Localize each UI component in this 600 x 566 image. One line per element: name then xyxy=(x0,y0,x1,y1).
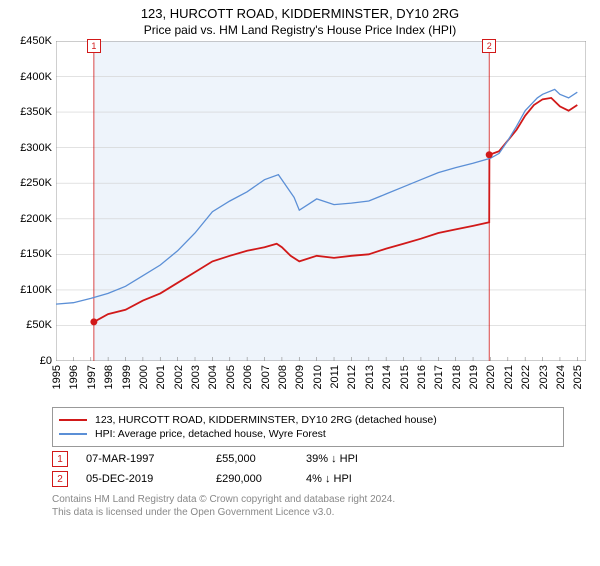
chart-subtitle: Price paid vs. HM Land Registry's House … xyxy=(0,23,600,37)
x-tick-label: 2008 xyxy=(277,365,289,389)
line-chart xyxy=(56,41,586,361)
x-tick-label: 2020 xyxy=(485,365,497,389)
x-tick-label: 1996 xyxy=(68,365,80,389)
y-tick-label: £450K xyxy=(8,35,52,47)
legend-label: HPI: Average price, detached house, Wyre… xyxy=(95,428,326,440)
x-tick-label: 1998 xyxy=(103,365,115,389)
x-tick-label: 2017 xyxy=(433,365,445,389)
x-tick-label: 2021 xyxy=(503,365,515,389)
event-date: 05-DEC-2019 xyxy=(86,473,216,485)
y-tick-label: £50K xyxy=(8,319,52,331)
y-tick-label: £400K xyxy=(8,71,52,83)
event-diff: 4% ↓ HPI xyxy=(306,473,426,485)
event-row: 2 05-DEC-2019£290,0004% ↓ HPI xyxy=(52,471,564,487)
x-tick-label: 2025 xyxy=(572,365,584,389)
event-badge: 1 xyxy=(52,451,68,467)
sale-marker-badge: 2 xyxy=(482,39,496,53)
events-list: 1 07-MAR-1997£55,00039% ↓ HPI 2 05-DEC-2019… xyxy=(52,451,564,487)
event-price: £290,000 xyxy=(216,473,306,485)
footer: Contains HM Land Registry data © Crown c… xyxy=(52,493,564,519)
event-row: 1 07-MAR-1997£55,00039% ↓ HPI xyxy=(52,451,564,467)
x-tick-label: 2016 xyxy=(416,365,428,389)
y-tick-label: £300K xyxy=(8,142,52,154)
legend-item: 123, HURCOTT ROAD, KIDDERMINSTER, DY10 2… xyxy=(59,414,557,426)
x-tick-label: 2005 xyxy=(225,365,237,389)
legend-swatch xyxy=(59,433,87,435)
legend: 123, HURCOTT ROAD, KIDDERMINSTER, DY10 2… xyxy=(52,407,564,447)
event-price: £55,000 xyxy=(216,453,306,465)
legend-swatch xyxy=(59,419,87,421)
y-tick-label: £100K xyxy=(8,284,52,296)
x-tick-label: 2003 xyxy=(190,365,202,389)
y-tick-label: £0 xyxy=(8,355,52,367)
x-tick-label: 2019 xyxy=(468,365,480,389)
x-tick-label: 2014 xyxy=(381,365,393,389)
x-tick-label: 2024 xyxy=(555,365,567,389)
x-tick-label: 2010 xyxy=(312,365,324,389)
x-tick-label: 1997 xyxy=(86,365,98,389)
y-tick-label: £250K xyxy=(8,177,52,189)
x-tick-label: 2022 xyxy=(520,365,532,389)
footer-line-2: This data is licensed under the Open Gov… xyxy=(52,506,564,519)
chart-title: 123, HURCOTT ROAD, KIDDERMINSTER, DY10 2… xyxy=(0,6,600,21)
x-tick-label: 2015 xyxy=(399,365,411,389)
x-tick-label: 2001 xyxy=(155,365,167,389)
footer-line-1: Contains HM Land Registry data © Crown c… xyxy=(52,493,564,506)
x-tick-label: 2006 xyxy=(242,365,254,389)
x-tick-label: 2009 xyxy=(294,365,306,389)
sale-marker-badge: 1 xyxy=(87,39,101,53)
event-diff: 39% ↓ HPI xyxy=(306,453,426,465)
x-tick-label: 2013 xyxy=(364,365,376,389)
legend-label: 123, HURCOTT ROAD, KIDDERMINSTER, DY10 2… xyxy=(95,414,437,426)
x-tick-label: 2000 xyxy=(138,365,150,389)
x-tick-label: 1999 xyxy=(121,365,133,389)
x-tick-label: 2011 xyxy=(329,365,341,389)
plot-area: £0 £50K £100K £150K £200K £250K £300K £350K £400… xyxy=(8,41,592,401)
x-tick-label: 2018 xyxy=(451,365,463,389)
x-tick-label: 2007 xyxy=(260,365,272,389)
x-tick-label: 2004 xyxy=(207,365,219,389)
x-tick-label: 2023 xyxy=(538,365,550,389)
x-tick-label: 1995 xyxy=(51,365,63,389)
legend-item: HPI: Average price, detached house, Wyre… xyxy=(59,428,557,440)
event-badge: 2 xyxy=(52,471,68,487)
y-tick-label: £350K xyxy=(8,106,52,118)
y-tick-label: £150K xyxy=(8,248,52,260)
x-tick-label: 2012 xyxy=(346,365,358,389)
y-tick-label: £200K xyxy=(8,213,52,225)
event-date: 07-MAR-1997 xyxy=(86,453,216,465)
x-tick-label: 2002 xyxy=(173,365,185,389)
